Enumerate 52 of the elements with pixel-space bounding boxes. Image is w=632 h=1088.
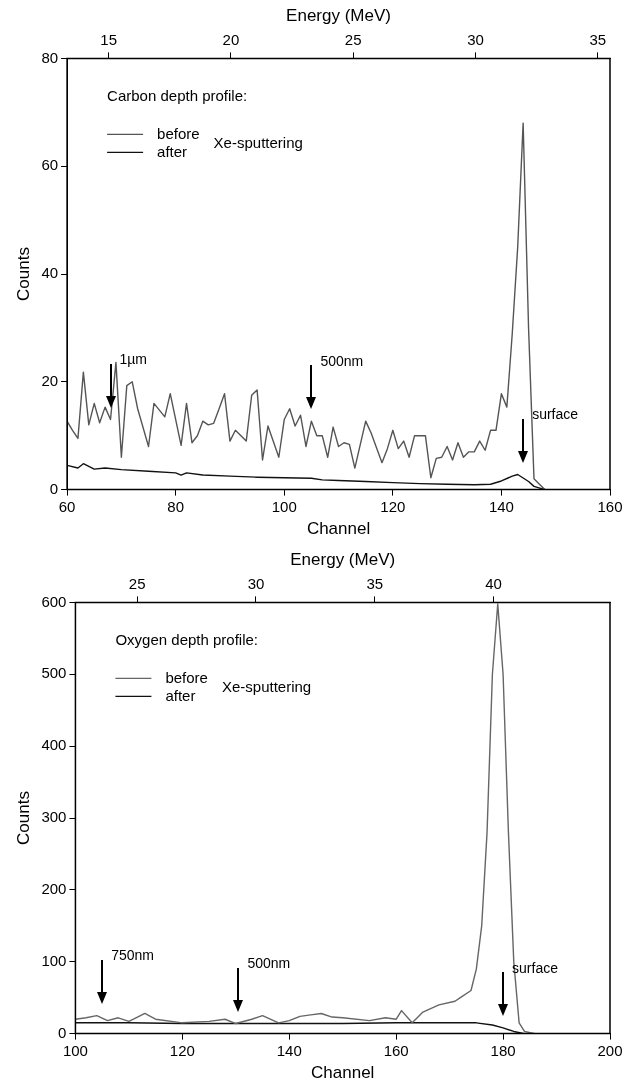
ref-line-label: 750nm — [111, 947, 154, 964]
x-tick-label: 160 — [597, 497, 623, 515]
x2-tick-label: 25 — [128, 574, 146, 592]
y-tick-label: 20 — [41, 371, 59, 389]
y-axis-title: Counts — [13, 791, 33, 845]
x-axis-title: Channel — [306, 519, 371, 539]
y-tick-label: 400 — [41, 736, 67, 754]
x2-tick-label: 20 — [222, 30, 240, 48]
ref-line-label: 1µm — [119, 351, 148, 368]
x2-tick-label: 40 — [485, 574, 502, 592]
y-tick-label: 0 — [58, 1023, 67, 1041]
x2-tick-label: 15 — [100, 30, 117, 48]
y-tick-label: 40 — [41, 264, 59, 282]
ref-line-label: surface — [512, 959, 559, 976]
x-axis-title: Channel — [311, 1063, 375, 1083]
x-tick-label: 120 — [380, 497, 406, 515]
y-tick-label: 300 — [41, 808, 67, 826]
x-tick-label: 160 — [383, 1041, 409, 1059]
x-tick-label: 80 — [167, 497, 185, 515]
ref-line-label: surface — [532, 406, 579, 423]
x-tick-label: 180 — [490, 1041, 516, 1059]
ref-line-label: 500nm — [247, 955, 291, 972]
y-tick-label: 600 — [41, 592, 67, 610]
x-tick-label: 140 — [276, 1041, 302, 1059]
legend-title: Oxygen depth profile: — [115, 630, 259, 648]
x-tick-label: 100 — [271, 497, 297, 515]
y-tick-label: 500 — [41, 664, 67, 682]
legend-title: Carbon depth profile: — [107, 86, 248, 104]
x2-tick-label: 30 — [247, 574, 265, 592]
annotation: Xe-sputtering — [221, 677, 312, 695]
legend-label: after — [165, 686, 196, 704]
x2-axis-title: Energy (MeV) — [290, 549, 396, 569]
x-tick-label: 120 — [169, 1041, 195, 1059]
ref-line-label: 500nm — [320, 353, 364, 370]
x2-axis-title: Energy (MeV) — [286, 5, 391, 25]
y-tick-label: 0 — [49, 479, 59, 497]
y-tick-label: 100 — [41, 951, 67, 969]
x2-tick-label: 35 — [366, 574, 384, 592]
legend-label: before — [165, 668, 208, 686]
annotation: Xe-sputtering — [213, 133, 303, 151]
y-tick-label: 200 — [41, 880, 67, 898]
x2-tick-label: 25 — [344, 30, 362, 48]
x-tick-label: 200 — [597, 1041, 623, 1059]
x-tick-label: 140 — [488, 497, 514, 515]
x2-tick-label: 30 — [467, 30, 484, 48]
y-axis-title: Counts — [13, 247, 33, 301]
legend-label: after — [157, 142, 188, 160]
legend-label: before — [157, 124, 200, 142]
y-tick-label: 80 — [41, 48, 59, 66]
y-tick-label: 60 — [41, 156, 59, 174]
x-tick-label: 100 — [62, 1041, 88, 1059]
x2-tick-label: 35 — [589, 30, 607, 48]
